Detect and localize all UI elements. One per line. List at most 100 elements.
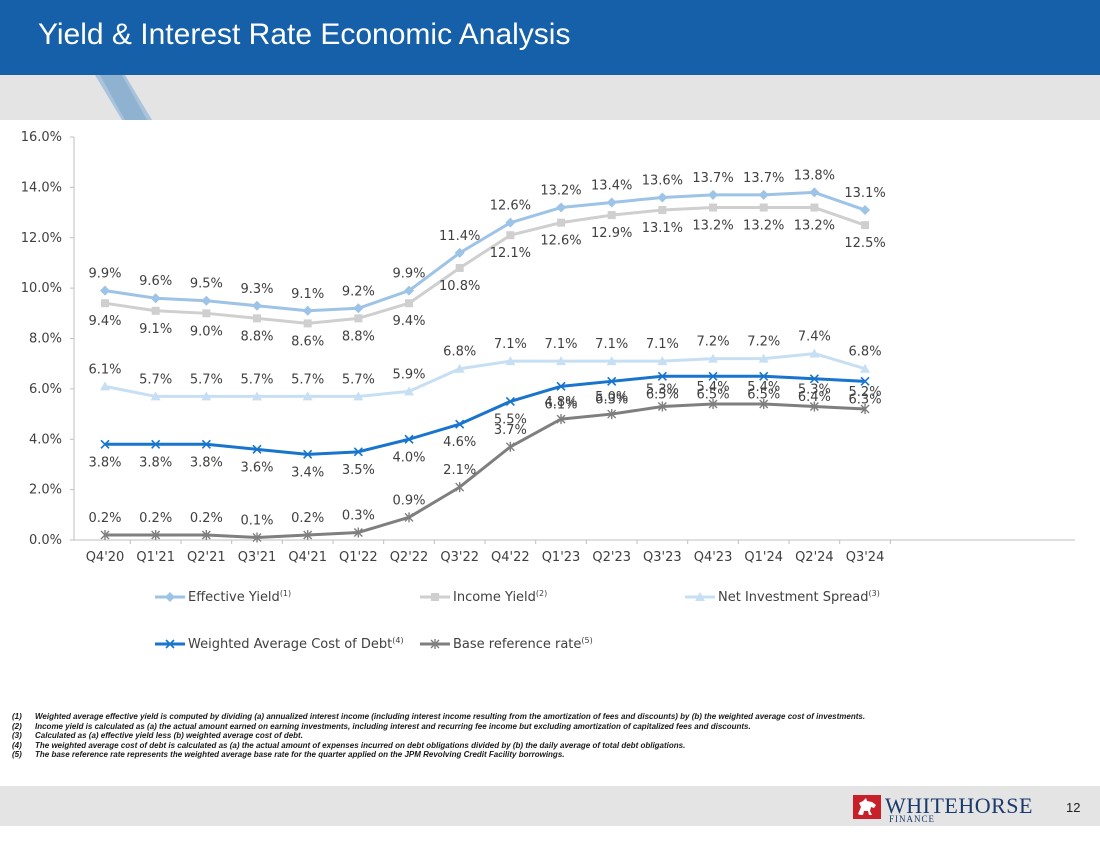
effective-yield-data-label: 9.6% [139,274,172,289]
legend-marker [165,639,175,649]
x-tick-label: Q1'24 [744,550,783,565]
effective-yield-point [201,295,212,306]
base-reference-rate-data-label: 5.2% [849,385,882,400]
footnote-2: (2) Income yield is calculated as (a) the… [12,721,751,731]
legend-label: Base reference rate(5) [453,636,593,652]
x-tick-label: Q3'22 [440,550,479,565]
weighted-average-cost-of-debt-data-label: 3.4% [291,465,324,480]
footnote-4: (4) The weighted average cost of debt is … [12,740,686,750]
income-yield-point [861,221,870,230]
x-tick-label: Q4'20 [86,550,125,565]
y-tick-label: 16.0% [21,130,62,145]
income-yield-data-label: 9.0% [190,324,223,339]
effective-yield-data-label: 9.9% [393,267,426,282]
effective-yield-point [708,189,719,200]
base-reference-rate-point [201,529,211,540]
base-reference-rate-data-label: 0.2% [190,511,223,526]
effective-yield-data-label: 13.2% [540,184,581,199]
income-yield-point [709,203,718,212]
weighted-average-cost-of-debt-point [303,449,313,459]
effective-yield-data-label: 13.7% [743,171,784,186]
base-reference-rate-data-label: 3.7% [494,423,527,438]
income-yield-data-label: 12.6% [540,234,581,249]
effective-yield-data-label: 9.9% [88,267,121,282]
net-investment-spread-point [404,386,415,396]
net-investment-spread-data-label: 5.7% [342,372,375,387]
legend-marker [695,592,705,601]
income-yield-data-label: 12.5% [844,236,885,251]
net-investment-spread-data-label: 5.7% [139,372,172,387]
footnote-5: (5) The base reference rate represents th… [12,750,565,759]
base-reference-rate-point [860,404,870,415]
header-wedge-decoration [95,75,152,120]
weighted-average-cost-of-debt-point [607,376,617,386]
effective-yield-data-label: 9.1% [291,287,324,302]
effective-yield-point [758,189,769,200]
income-yield-data-label: 10.8% [439,279,480,294]
weighted-average-cost-of-debt-data-label: 4.6% [443,435,476,450]
effective-yield-data-label: 13.7% [692,171,733,186]
x-tick-label: Q1'21 [136,550,175,565]
base-reference-rate-data-label: 0.2% [139,511,172,526]
y-tick-label: 4.0% [29,432,62,447]
income-yield-point [759,203,768,212]
page-title: Yield & Interest Rate Economic Analysis [38,18,571,51]
effective-yield-point [404,285,415,296]
income-yield-point [303,319,312,328]
weighted-average-cost-of-debt-data-label: 6.4% [798,390,831,405]
effective-yield-data-label: 11.4% [439,229,480,244]
weighted-average-cost-of-debt-data-label: 4.0% [393,450,426,465]
income-yield-point [607,211,616,220]
base-reference-rate-data-label: 5.0% [595,390,628,405]
base-reference-rate-point [455,482,465,493]
effective-yield-point [860,205,871,216]
income-yield-data-label: 12.9% [591,226,632,241]
logo-subtitle: FINANCE [889,814,936,824]
x-tick-label: Q4'23 [694,550,733,565]
legend-marker [430,639,440,649]
weighted-average-cost-of-debt-point [556,381,566,391]
effective-yield-data-label: 13.6% [642,173,683,188]
weighted-average-cost-of-debt-data-label: 3.8% [190,455,223,470]
net-investment-spread-data-label: 5.7% [190,372,223,387]
income-yield-point [557,218,566,227]
effective-yield-data-label: 12.6% [490,199,531,214]
weighted-average-cost-of-debt-point [860,376,870,386]
net-investment-spread-point [758,353,769,363]
legend-item-net-investment-spread: Net Investment Spread(3) [685,589,880,605]
effective-yield-data-label: 9.5% [190,277,223,292]
y-tick-label: 8.0% [29,332,62,347]
base-reference-rate-point [151,529,161,540]
net-investment-spread-point [150,391,161,401]
weighted-average-cost-of-debt-point [505,396,515,407]
net-investment-spread-data-label: 7.1% [595,337,628,352]
weighted-average-cost-of-debt-data-label: 6.3% [849,392,882,407]
net-investment-spread-point [302,391,313,401]
base-reference-rate-point [708,398,718,409]
page-number: 12 [1066,800,1081,815]
weighted-average-cost-of-debt-point [809,374,819,384]
weighted-average-cost-of-debt-point [100,439,110,449]
income-yield-data-label: 13.1% [642,221,683,236]
x-tick-label: Q3'24 [846,550,885,565]
weighted-average-cost-of-debt-data-label: 6.3% [595,392,628,407]
weighted-average-cost-of-debt-line [105,374,866,456]
weighted-average-cost-of-debt-data-label: 3.5% [342,463,375,478]
sub-header-band [0,75,1100,120]
effective-yield-point [606,197,617,208]
base-reference-rate-data-label: 4.8% [545,395,578,410]
net-investment-spread-point [201,391,212,401]
effective-yield-point [252,300,263,311]
income-yield-point [354,314,363,323]
footnotes: (1) Weighted average effective yield is c… [12,712,1072,760]
income-yield-point [455,263,464,272]
income-yield-point [810,203,819,212]
base-reference-rate-point [353,527,363,538]
x-tick-label: Q2'21 [187,550,226,565]
legend-item-base-reference-rate: Base reference rate(5) [420,636,593,652]
base-reference-rate-data-label: 2.1% [443,463,476,478]
horse-icon [853,795,881,819]
income-yield-data-label: 9.1% [139,322,172,337]
net-investment-spread-line [104,352,866,398]
footnote-1: (1) Weighted average effective yield is c… [12,712,866,721]
